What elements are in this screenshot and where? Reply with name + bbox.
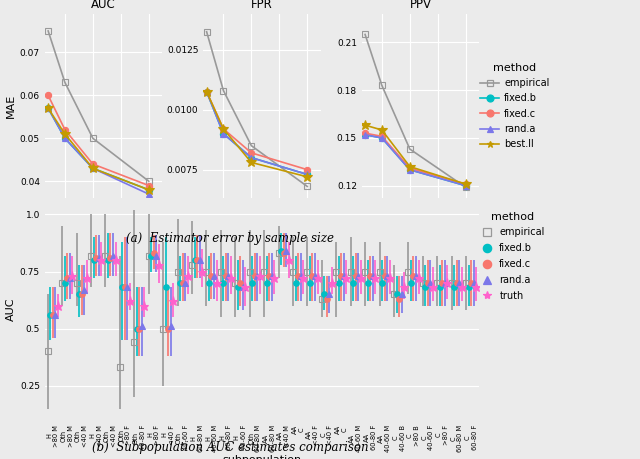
Title: AUC: AUC [91, 0, 116, 11]
Y-axis label: MAE: MAE [6, 94, 15, 118]
Text: (b)  Subpopulation AUC estimates comparison: (b) Subpopulation AUC estimates comparis… [92, 442, 369, 454]
Text: (a)  Estimator error by sample size: (a) Estimator error by sample size [126, 232, 334, 245]
X-axis label: subpopulation: subpopulation [223, 455, 301, 459]
Legend: empirical, fixed.b, fixed.c, rand.a, truth: empirical, fixed.b, fixed.c, rand.a, tru… [476, 208, 548, 305]
X-axis label: Data size: Data size [236, 217, 288, 226]
Legend: empirical, fixed.b, fixed.c, rand.a, best.ll: empirical, fixed.b, fixed.c, rand.a, bes… [476, 59, 554, 153]
Title: FPR: FPR [251, 0, 273, 11]
Y-axis label: AUC: AUC [6, 297, 15, 321]
Title: PPV: PPV [410, 0, 431, 11]
